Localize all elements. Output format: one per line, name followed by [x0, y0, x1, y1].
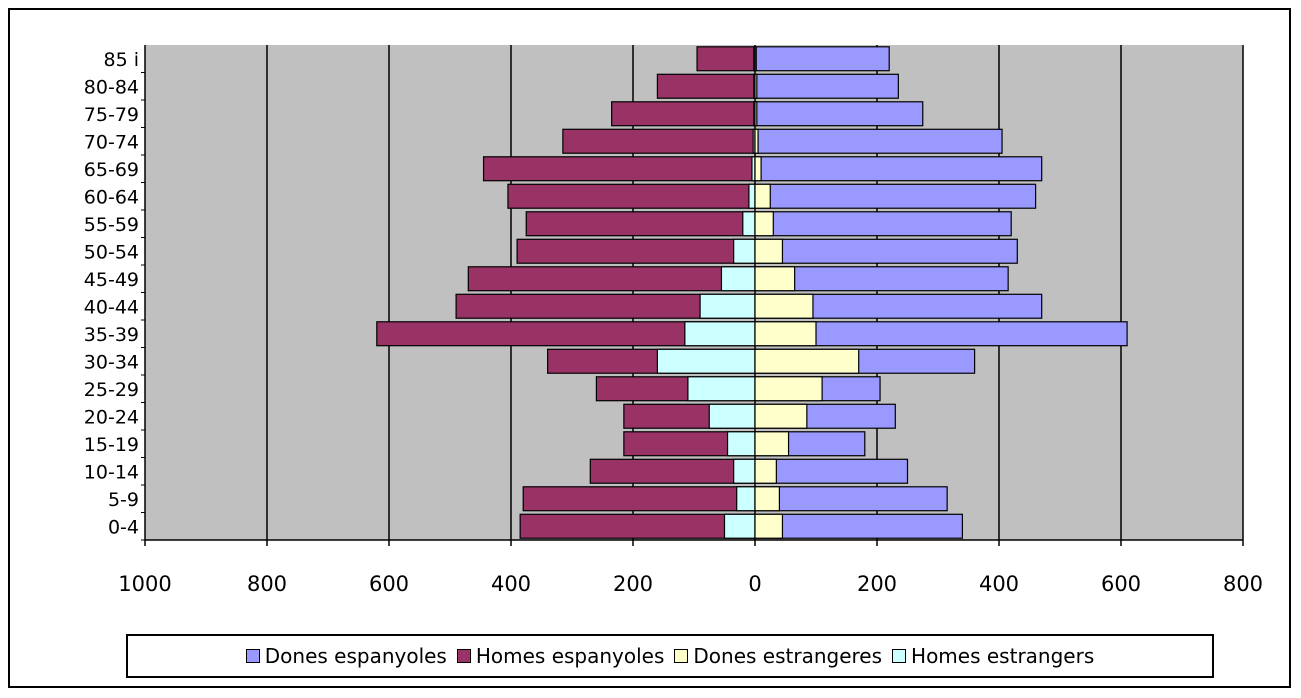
y-tick-label-75-79: 75-79 [84, 104, 139, 126]
x-tick-label: 800 [1223, 572, 1263, 596]
legend-swatch [674, 649, 689, 663]
legend-item-dones-estrangeres: Dones estrangeres [674, 644, 882, 668]
bar-dones-espanyoles-85-i [754, 46, 890, 72]
bar-dones-espanyoles-80-84 [754, 73, 899, 99]
bar-homes-espanyoles-10-14 [589, 458, 756, 484]
bar-homes-espanyoles-50-54 [516, 238, 756, 264]
bar-homes-estrangers-40-44 [699, 293, 756, 319]
bar-homes-estrangers-60-64 [748, 183, 756, 209]
bar-homes-espanyoles-60-64 [507, 183, 756, 209]
bar-dones-estrangeres-80-84 [754, 73, 758, 99]
bar-dones-estrangeres-70-74 [754, 128, 759, 154]
bar-homes-estrangers-10-14 [733, 458, 756, 484]
x-tick-label: 800 [247, 572, 287, 596]
bar-dones-estrangeres-10-14 [754, 458, 777, 484]
bar-homes-espanyoles-55-59 [525, 211, 756, 237]
y-tick-label-45-49: 45-49 [84, 269, 139, 291]
legend-label: Homes espanyoles [475, 644, 665, 668]
y-tick-label-70-74: 70-74 [84, 131, 139, 153]
bar-dones-estrangeres-25-29 [754, 376, 823, 402]
bar-dones-espanyoles-60-64 [754, 183, 1037, 209]
bar-homes-espanyoles-70-74 [562, 128, 756, 154]
x-tick-label: 600 [1101, 572, 1141, 596]
x-tick-label: 200 [857, 572, 897, 596]
legend-label: Dones espanyoles [264, 644, 447, 668]
bar-homes-estrangers-25-29 [687, 376, 756, 402]
y-tick-label-35-39: 35-39 [84, 324, 139, 346]
bar-dones-estrangeres-45-49 [754, 266, 796, 292]
x-tick-label: 1000 [118, 572, 171, 596]
bar-homes-espanyoles-65-69 [482, 156, 756, 182]
bar-dones-espanyoles-5-9 [754, 486, 948, 512]
legend-label: Homes estrangers [911, 644, 1095, 668]
bar-homes-espanyoles-5-9 [522, 486, 756, 512]
y-tick-label-25-29: 25-29 [84, 379, 139, 401]
bar-dones-espanyoles-65-69 [754, 156, 1043, 182]
bar-dones-estrangeres-55-59 [754, 211, 774, 237]
bar-homes-estrangers-30-34 [656, 348, 756, 374]
bar-dones-espanyoles-75-79 [754, 101, 924, 127]
bar-homes-espanyoles-0-4 [519, 513, 756, 539]
x-tick-label: 0 [748, 572, 761, 596]
x-tick-label: 400 [491, 572, 531, 596]
y-tick-label-55-59: 55-59 [84, 214, 139, 236]
bar-dones-estrangeres-40-44 [754, 293, 814, 319]
bar-dones-espanyoles-10-14 [754, 458, 909, 484]
bar-homes-estrangers-45-49 [720, 266, 756, 292]
bar-dones-estrangeres-35-39 [754, 321, 817, 347]
y-tick-label-0-4: 0-4 [108, 516, 139, 538]
bar-dones-estrangeres-85-i [754, 46, 757, 72]
bar-dones-estrangeres-15-19 [754, 431, 790, 457]
bar-homes-estrangers-0-4 [723, 513, 756, 539]
bar-dones-estrangeres-50-54 [754, 238, 784, 264]
legend-swatch [245, 649, 260, 663]
bar-homes-espanyoles-75-79 [611, 101, 756, 127]
bar-dones-espanyoles-70-74 [754, 128, 1003, 154]
bar-homes-estrangers-50-54 [733, 238, 756, 264]
plot-area [145, 45, 1243, 540]
bar-homes-estrangers-35-39 [684, 321, 756, 347]
y-tick-label-20-24: 20-24 [84, 406, 139, 428]
legend-item-homes-estrangers: Homes estrangers [892, 644, 1094, 668]
legend-swatch [892, 649, 907, 663]
bar-homes-espanyoles-80-84 [656, 73, 756, 99]
bar-dones-estrangeres-20-24 [754, 403, 808, 429]
y-tick-label-40-44: 40-44 [84, 296, 139, 318]
legend-label: Dones estrangeres [693, 644, 883, 668]
y-tick-label-15-19: 15-19 [84, 434, 139, 456]
y-tick-label-10-14: 10-14 [84, 461, 139, 483]
bar-dones-espanyoles-55-59 [754, 211, 1012, 237]
x-tick-label: 200 [613, 572, 653, 596]
x-tick-label: 600 [369, 572, 409, 596]
x-tick-label: 400 [979, 572, 1019, 596]
bar-homes-espanyoles-45-49 [467, 266, 756, 292]
legend: Dones espanyoles Homes espanyoles Dones es… [126, 634, 1214, 678]
bar-dones-estrangeres-0-4 [754, 513, 784, 539]
legend-item-homes-espanyoles: Homes espanyoles [456, 644, 665, 668]
bar-homes-estrangers-15-19 [726, 431, 756, 457]
bar-homes-espanyoles-85-i [696, 46, 756, 72]
y-tick-label-85-i: 85 i [104, 49, 140, 71]
bar-dones-espanyoles-0-4 [754, 513, 963, 539]
bar-dones-estrangeres-65-69 [754, 156, 762, 182]
y-tick-label-80-84: 80-84 [84, 76, 139, 98]
bar-dones-estrangeres-75-79 [754, 101, 758, 127]
bar-homes-estrangers-20-24 [708, 403, 756, 429]
y-tick-label-65-69: 65-69 [84, 159, 139, 181]
y-tick-label-5-9: 5-9 [108, 489, 139, 511]
legend-swatch [456, 649, 471, 663]
bar-dones-espanyoles-50-54 [754, 238, 1018, 264]
bar-homes-estrangers-55-59 [742, 211, 756, 237]
legend-item-dones-espanyoles: Dones espanyoles [245, 644, 447, 668]
bar-dones-estrangeres-5-9 [754, 486, 780, 512]
y-tick-label-60-64: 60-64 [84, 186, 139, 208]
bar-dones-estrangeres-30-34 [754, 348, 860, 374]
bar-homes-estrangers-5-9 [736, 486, 756, 512]
bar-dones-estrangeres-60-64 [754, 183, 771, 209]
y-tick-label-30-34: 30-34 [84, 351, 139, 373]
y-tick-label-50-54: 50-54 [84, 241, 139, 263]
